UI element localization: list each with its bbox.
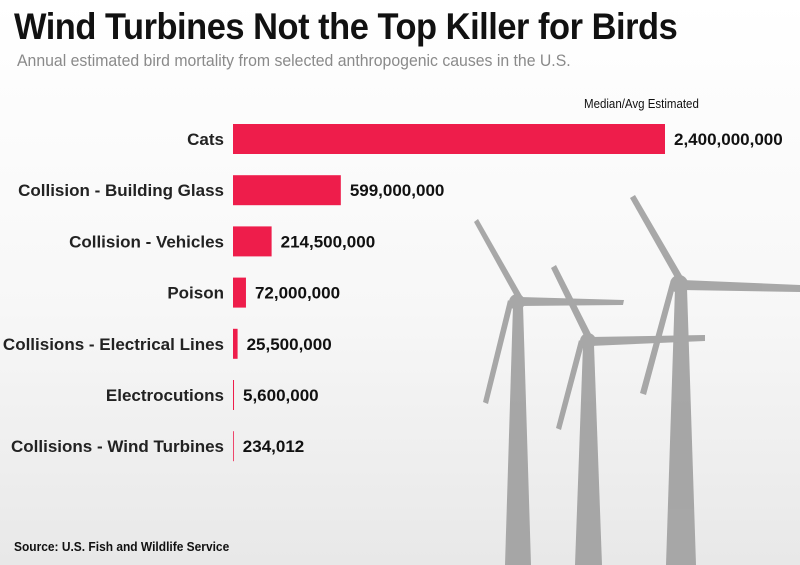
- turbine-left-tower-icon: [505, 305, 531, 565]
- chart-subtitle: Annual estimated bird mortality from sel…: [17, 51, 571, 70]
- value-label: 234,012: [243, 437, 304, 456]
- turbine-left-blade-icon: [474, 219, 522, 300]
- value-label: 72,000,000: [255, 284, 340, 303]
- value-label: 599,000,000: [350, 181, 445, 200]
- bar: [233, 175, 341, 206]
- category-label: Electrocutions: [106, 386, 224, 405]
- value-label: 2,400,000,000: [674, 130, 783, 149]
- bar: [233, 380, 235, 410]
- bar: [233, 431, 234, 462]
- bar: [233, 328, 238, 359]
- category-label: Poison: [167, 284, 224, 303]
- source-note: Source: U.S. Fish and Wildlife Service: [14, 539, 230, 554]
- category-label: Collision - Building Glass: [18, 181, 224, 200]
- turbine-middle-blade-icon: [590, 335, 705, 346]
- category-label: Collisions - Electrical Lines: [3, 335, 224, 354]
- bar: [233, 124, 665, 154]
- wind-turbine-illustration: [474, 195, 800, 565]
- category-label: Collision - Vehicles: [69, 232, 224, 251]
- chart-title: Wind Turbines Not the Top Killer for Bir…: [14, 6, 678, 47]
- turbine-left-blade-icon: [483, 300, 513, 404]
- legend-label: Median/Avg Estimated: [584, 97, 699, 111]
- turbine-middle-tower-icon: [575, 345, 602, 565]
- turbine-right-blade-icon: [630, 195, 684, 283]
- value-label: 214,500,000: [281, 232, 376, 251]
- value-label: 5,600,000: [243, 386, 319, 405]
- turbine-middle-blade-icon: [551, 265, 592, 340]
- turbine-middle-blade-icon: [556, 340, 584, 430]
- bar: [233, 226, 272, 257]
- value-label: 25,500,000: [247, 335, 332, 354]
- category-label: Cats: [187, 130, 224, 149]
- category-label: Collisions - Wind Turbines: [11, 437, 224, 456]
- turbine-right-tower-icon: [666, 288, 696, 565]
- turbine-right-blade-icon: [682, 280, 800, 292]
- bar: [233, 277, 246, 308]
